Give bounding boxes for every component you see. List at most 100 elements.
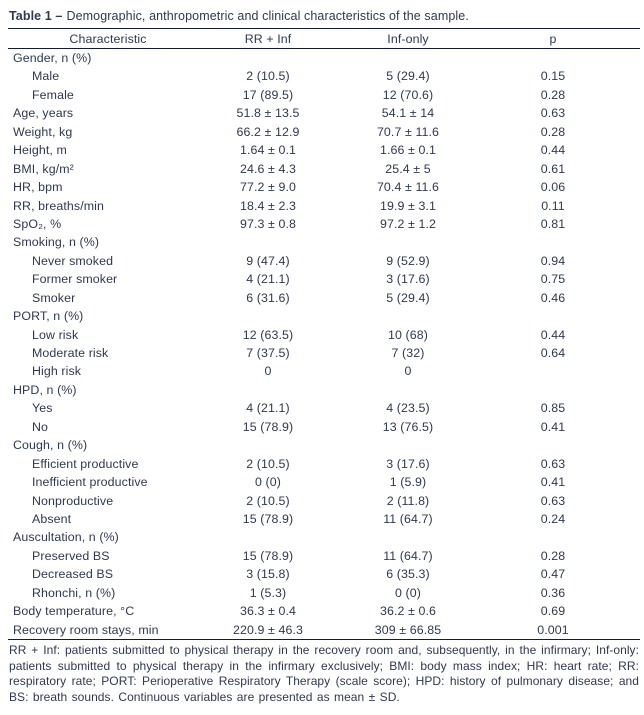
row-label: Former smoker [32,272,118,287]
inf-only-value [328,528,488,546]
table-row: Decreased BS 3 (15.8) 6 (35.3) 0.47 [8,565,640,583]
inf-only-value: 0 (0) [395,585,421,600]
table-row: Never smoked 9 (47.4) 9 (52.9) 0.94 [8,252,640,270]
inf-only-value [328,233,488,251]
rr-inf-value: 18.4 ± 2.3 [239,198,297,213]
p-value: 0.41 [540,419,566,434]
rr-inf-value: 97.3 ± 0.8 [239,216,297,231]
table-row: HR, bpm 77.2 ± 9.0 70.4 ± 11.6 0.06 [8,178,640,196]
inf-only-value: 7 (32) [391,346,425,361]
inf-only-value: 25.4 ± 5 [385,161,431,176]
row-label: BMI, kg/m² [13,161,74,176]
characteristics-table: Characteristic RR + Inf Inf-only p Gende… [8,28,640,640]
row-label: HR, bpm [13,180,63,195]
p-value: 0.63 [540,106,566,121]
p-value [488,528,640,546]
rr-inf-value [208,436,328,454]
rr-inf-value [208,233,328,251]
row-label: No [32,419,49,434]
table-row: Moderate risk 7 (37.5) 7 (32) 0.64 [8,344,640,362]
row-label: Absent [32,511,72,526]
p-value: 0.44 [540,143,566,158]
rr-inf-value: 15 (78.9) [242,419,294,434]
table-row: Female 17 (89.5) 12 (70.6) 0.28 [8,86,640,104]
p-value: 0.63 [540,493,566,508]
rr-inf-value: 15 (78.9) [242,511,294,526]
inf-only-value: 0 [404,364,412,379]
table-caption: Table 1 – Demographic, anthropometric and… [8,5,638,28]
table-row: Rhonchi, n (%) 1 (5.3) 0 (0) 0.36 [8,584,640,602]
p-value: 0.75 [540,272,566,287]
row-label: Yes [32,401,53,416]
table-row: HPD, n (%) [8,381,640,399]
table-body: Gender, n (%) Male 2 (10.5) 5 (29.4) 0.15 Fem… [8,49,640,640]
inf-only-value: 3 (17.6) [386,272,430,287]
table-row: Low risk 12 (63.5) 10 (68) 0.44 [8,326,640,344]
row-label: RR, breaths/min [13,198,105,213]
p-value: 0.69 [540,604,566,619]
table-row: Male 2 (10.5) 5 (29.4) 0.15 [8,67,640,85]
row-label: SpO₂, % [13,216,62,231]
rr-inf-value: 1 (5.3) [249,585,287,600]
inf-only-value: 36.2 ± 0.6 [379,604,437,619]
row-label: Inefficient productive [32,475,148,490]
p-value: 0.28 [540,87,566,102]
column-header-p: p [488,28,640,49]
rr-inf-value: 3 (15.8) [246,567,290,582]
table-row: Inefficient productive 0 (0) 1 (5.9) 0.41 [8,473,640,491]
column-header-rr-inf: RR + Inf [208,28,328,49]
table-header: Characteristic RR + Inf Inf-only p [8,28,640,49]
row-label: Female [32,87,74,102]
inf-only-value: 9 (52.9) [386,253,430,268]
inf-only-value: 3 (17.6) [386,456,430,471]
row-label: Height, m [13,143,67,158]
row-label: Never smoked [32,253,114,268]
p-value: 0.06 [540,180,566,195]
table-row: Body temperature, °C 36.3 ± 0.4 36.2 ± 0.6… [8,602,640,620]
table-row: Yes 4 (21.1) 4 (23.5) 0.85 [8,399,640,417]
rr-inf-value [208,49,328,68]
row-label: Rhonchi, n (%) [32,585,116,600]
inf-only-value: 12 (70.6) [382,87,434,102]
table-row: BMI, kg/m² 24.6 ± 4.3 25.4 ± 5 0.61 [8,160,640,178]
table-number: Table 1 – [9,9,63,23]
row-label: Moderate risk [32,346,109,361]
p-value: 0.24 [540,511,566,526]
rr-inf-value: 77.2 ± 9.0 [239,180,297,195]
row-label: Preserved BS [32,548,110,563]
row-label: Smoker [32,290,76,305]
row-label: Cough, n (%) [13,438,88,453]
p-value: 0.46 [540,290,566,305]
table-row: Preserved BS 15 (78.9) 11 (64.7) 0.28 [8,547,640,565]
rr-inf-value: 2 (10.5) [246,69,290,84]
table-row: Auscultation, n (%) [8,528,640,546]
p-value: 0.28 [540,124,566,139]
inf-only-value: 2 (11.8) [386,493,430,508]
table-row: Efficient productive 2 (10.5) 3 (17.6) 0.63 [8,455,640,473]
table-caption-text: Demographic, anthropometric and clinical… [66,9,469,23]
p-value: 0.63 [540,456,566,471]
inf-only-value: 4 (23.5) [386,401,430,416]
rr-inf-value: 24.6 ± 4.3 [239,161,297,176]
p-value [488,233,640,251]
inf-only-value: 13 (76.5) [382,419,434,434]
rr-inf-value [208,381,328,399]
row-label: Auscultation, n (%) [13,530,119,545]
table-row: RR, breaths/min 18.4 ± 2.3 19.9 ± 3.1 0.11 [8,197,640,215]
p-value: 0.64 [540,346,566,361]
rr-inf-value: 9 (47.4) [246,253,290,268]
rr-inf-value [208,307,328,325]
inf-only-value: 10 (68) [388,327,428,342]
inf-only-value: 309 ± 66.85 [328,620,488,640]
inf-only-value: 6 (35.3) [386,567,430,582]
row-label: Gender, n (%) [13,51,92,66]
p-value: 0.81 [540,216,566,231]
header-row: Characteristic RR + Inf Inf-only p [8,28,640,49]
p-value: 0.28 [540,548,566,563]
rr-inf-value: 4 (21.1) [246,272,290,287]
row-label: Nonproductive [32,493,114,508]
table-row: Smoker 6 (31.6) 5 (29.4) 0.46 [8,289,640,307]
inf-only-value: 5 (29.4) [386,69,430,84]
p-value [488,362,640,380]
